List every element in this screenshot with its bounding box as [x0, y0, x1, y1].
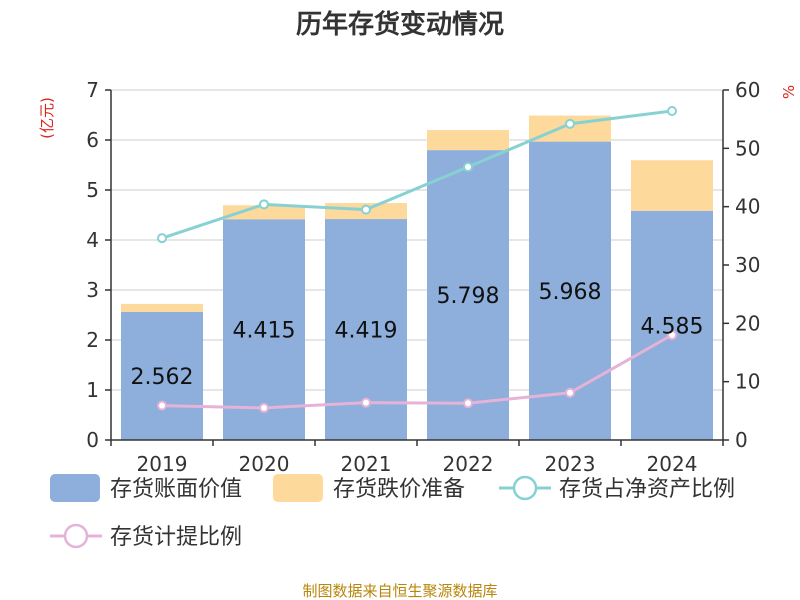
axes: 0 1 2 3 4 5 6 7 0 10 20 30 40 50 60 2019 2020 2021 2022 202…	[86, 78, 760, 476]
provision-ratio-point	[157, 400, 167, 411]
left-tick-label: 7	[86, 78, 99, 102]
ratio-to-net-assets-point	[361, 204, 371, 215]
right-tick-label: 60	[735, 78, 760, 102]
bar-book-value	[121, 311, 203, 440]
legend-label-ratio-to-net-assets: 存货占净资产比例	[559, 477, 735, 502]
legend-swatch-impairment-reserve	[273, 474, 323, 502]
left-tick-label: 5	[86, 178, 99, 202]
lines	[157, 106, 677, 413]
ratio-to-net-assets-line	[161, 109, 673, 240]
bar-value-label: 4.419	[335, 319, 398, 344]
grid-lines	[111, 89, 723, 391]
data-source: 制图数据来自恒生聚源数据库	[302, 582, 497, 600]
bars	[121, 115, 713, 440]
legend-marker-ratio-to-net-assets	[512, 475, 538, 501]
x-tick-label: 2019	[137, 452, 188, 476]
ratio-to-net-assets-point	[259, 199, 269, 210]
bar-impairment-reserve	[121, 303, 203, 312]
right-tick-label: 40	[735, 195, 760, 219]
right-tick-label: 50	[735, 136, 760, 160]
legend-marker-provision-ratio	[63, 523, 89, 549]
provision-ratio-point	[565, 387, 575, 398]
x-tick-label: 2022	[443, 452, 494, 476]
bar-value-label: 5.798	[437, 284, 500, 309]
provision-ratio-point	[667, 330, 677, 340]
x-tick-label: 2021	[341, 452, 392, 476]
provision-ratio-line	[161, 333, 673, 410]
provision-ratio-point	[259, 402, 269, 413]
ratio-to-net-assets-point	[565, 118, 575, 129]
bar-impairment-reserve	[427, 130, 509, 151]
bar-value-label: 2.562	[131, 365, 194, 390]
left-tick-label: 2	[86, 328, 99, 352]
left-axis-unit: (亿元)	[38, 97, 56, 139]
provision-ratio-point	[463, 398, 473, 409]
bar-impairment-reserve	[223, 205, 305, 220]
bar-value-label: 5.968	[539, 280, 602, 305]
legend-swatch-book-value	[50, 474, 100, 502]
chart-title: 历年存货变动情况	[296, 9, 504, 40]
left-tick-label: 6	[86, 128, 99, 152]
x-tick-label: 2023	[545, 452, 596, 476]
bar-value-labels: 2.562 4.415 4.419 5.798 5.968 4.585	[131, 280, 704, 390]
ratio-to-net-assets-point	[463, 162, 473, 172]
bar-book-value	[631, 210, 713, 440]
ratio-to-net-assets-point	[157, 233, 167, 244]
legend-label-book-value: 存货账面价值	[110, 477, 242, 502]
provision-ratio-point	[361, 397, 371, 408]
bar-value-label: 4.585	[641, 314, 704, 339]
bar-value-label: 4.415	[233, 319, 296, 344]
right-tick-label: 30	[735, 253, 760, 277]
right-tick-label: 20	[735, 311, 760, 335]
bar-impairment-reserve	[631, 160, 713, 211]
left-tick-label: 1	[86, 378, 99, 402]
left-tick-label: 3	[86, 278, 99, 302]
right-tick-label: 0	[735, 428, 748, 452]
legend-label-provision-ratio: 存货计提比例	[110, 525, 242, 550]
x-tick-label: 2020	[239, 452, 290, 476]
bar-book-value	[427, 150, 509, 440]
legend-label-impairment-reserve: 存货跌价准备	[333, 477, 465, 502]
left-tick-label: 4	[86, 228, 99, 252]
right-tick-label: 10	[735, 370, 760, 394]
left-tick-label: 0	[86, 428, 99, 452]
right-axis-unit: %	[780, 85, 798, 99]
x-tick-label: 2024	[647, 452, 698, 476]
ratio-to-net-assets-point	[667, 106, 677, 116]
